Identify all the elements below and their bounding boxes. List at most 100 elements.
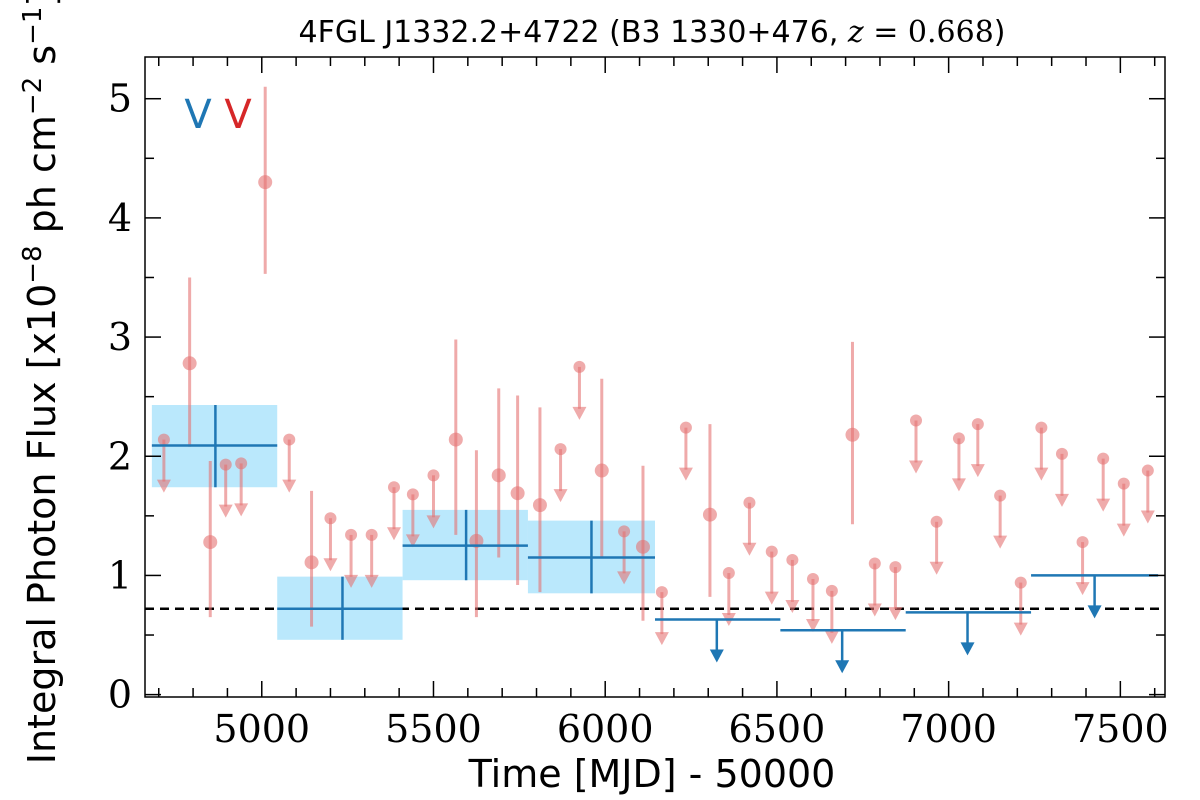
chart-title: 4FGL J1332.2+4722 (B3 1330+476, z = 0.66… xyxy=(298,15,1005,50)
x-tick-label-5500: 5500 xyxy=(385,707,482,751)
short-bin-ul-arrow-5 xyxy=(344,574,359,588)
short-bin-ul-arrow-34 xyxy=(1140,510,1155,524)
short-bin-ul-point-30 xyxy=(1055,447,1068,460)
short-bin-ul-arrow-30 xyxy=(1054,493,1069,507)
y-tick-label-2: 2 xyxy=(108,434,132,478)
short-bin-ul-point-19 xyxy=(806,573,819,586)
short-bin-ul-point-28 xyxy=(1014,576,1027,589)
short-bin-ul-point-18 xyxy=(786,553,799,566)
short-bin-ul-point-24 xyxy=(930,515,943,528)
short-bin-ul-arrow-27 xyxy=(993,535,1008,549)
y-axis-label: Integral Photon Flux [x10−8 ph cm−2 s−1] xyxy=(18,0,64,764)
long-bin-ul-arrow-1 xyxy=(835,660,850,674)
short-bin-ul-point-10 xyxy=(554,443,567,456)
short-bin-ul-point-31 xyxy=(1076,536,1089,549)
short-bin-ul-point-13 xyxy=(655,586,668,599)
short-bin-ul-arrow-28 xyxy=(1013,622,1028,636)
axes: 5000 5500 6000 6500 7000 7500 0 1 2 3 4 5 xyxy=(108,56,1169,751)
short-bin-ul-arrow-33 xyxy=(1116,523,1131,537)
short-bin-ul-arrow-29 xyxy=(1034,467,1049,481)
short-bin-ul-arrow-26 xyxy=(970,464,985,478)
short-bin-ul-point-7 xyxy=(387,481,400,494)
short-bin-ul-point-3 xyxy=(283,433,296,446)
long-bin-ul-arrow-3 xyxy=(1087,605,1102,619)
short-bin-ul-point-15 xyxy=(722,567,735,580)
short-bin-ul-point-4 xyxy=(324,512,337,525)
short-bin-ul-point-25 xyxy=(952,432,965,445)
long-bin-ul-arrow-0 xyxy=(709,649,724,663)
short-bin-ul-point-32 xyxy=(1097,452,1110,465)
short-bin-point-4 xyxy=(448,432,463,447)
x-tick-label-6000: 6000 xyxy=(557,707,654,751)
short-bin-ul-arrow-2 xyxy=(234,503,249,517)
short-bin-ul-point-16 xyxy=(743,496,756,509)
short-bin-ul-arrow-31 xyxy=(1075,582,1090,596)
y-tick-label-4: 4 xyxy=(108,196,132,240)
y-tick-label-5: 5 xyxy=(108,77,132,121)
short-bin-point-0 xyxy=(182,356,197,371)
short-bin-ul-arrow-8 xyxy=(405,534,420,548)
short-bin-point-7 xyxy=(510,486,525,501)
short-bin-ul-point-1 xyxy=(219,458,232,471)
short-bin-ul-arrow-12 xyxy=(617,571,632,585)
short-bin-point-6 xyxy=(491,468,506,483)
short-bin-ul-arrow-13 xyxy=(654,632,669,646)
short-bin-ul-arrow-7 xyxy=(386,527,401,541)
short-bin-point-10 xyxy=(635,539,650,554)
y-tick-label-0: 0 xyxy=(108,673,132,717)
short-bin-ul-point-26 xyxy=(971,418,984,431)
x-axis-label: Time [MJD] - 50000 xyxy=(468,752,836,796)
short-bin-ul-arrow-6 xyxy=(364,574,379,588)
short-bin-ul-arrow-14 xyxy=(678,467,693,481)
short-bin-point-11 xyxy=(702,507,717,522)
short-bin-ul-point-0 xyxy=(157,433,170,446)
x-tick-label-6500: 6500 xyxy=(729,707,826,751)
short-bin-ul-arrow-21 xyxy=(867,603,882,617)
short-bin-point-12 xyxy=(845,427,860,442)
short-bin-ul-arrow-22 xyxy=(888,607,903,621)
short-bin-ul-arrow-10 xyxy=(553,489,568,503)
short-bin-ul-point-34 xyxy=(1141,464,1154,477)
short-bin-ul-arrow-32 xyxy=(1096,498,1111,512)
short-bin-ul-point-11 xyxy=(573,360,586,373)
short-bin-point-5 xyxy=(469,533,484,548)
short-bin-ul-arrow-3 xyxy=(282,479,297,493)
short-bin-point-3 xyxy=(304,555,319,570)
short-bin-ul-point-2 xyxy=(235,457,248,470)
short-bin-ul-point-29 xyxy=(1035,421,1048,434)
short-bin-ul-point-8 xyxy=(406,488,419,501)
legend-entry-red: V xyxy=(224,92,252,138)
x-tick-label-7000: 7000 xyxy=(900,707,997,751)
short-bin-point-1 xyxy=(203,535,218,550)
short-bin-point-8 xyxy=(532,498,547,513)
short-bin-ul-point-20 xyxy=(825,584,838,597)
short-bin-point-2 xyxy=(258,175,273,190)
short-bin-ul-point-9 xyxy=(427,469,440,482)
short-bin-ul-arrow-18 xyxy=(785,599,800,613)
short-bin-ul-arrow-19 xyxy=(805,619,820,633)
short-bin-ul-point-12 xyxy=(618,525,631,538)
short-bin-ul-arrow-9 xyxy=(426,515,441,529)
y-tick-label-3: 3 xyxy=(108,315,132,359)
short-bin-ul-arrow-20 xyxy=(824,630,839,644)
short-bin-ul-point-17 xyxy=(765,545,778,558)
plot-area xyxy=(145,86,1165,674)
short-bin-ul-point-14 xyxy=(679,421,692,434)
long-bin-ul-arrow-2 xyxy=(960,642,975,656)
x-tick-label-5000: 5000 xyxy=(213,707,310,751)
short-bin-ul-arrow-23 xyxy=(909,460,924,474)
short-bin-ul-arrow-25 xyxy=(951,478,966,492)
short-bin-ul-point-22 xyxy=(889,561,902,574)
short-bin-ul-point-33 xyxy=(1117,477,1130,490)
short-bin-ul-point-21 xyxy=(868,557,881,570)
short-bin-ul-point-27 xyxy=(994,489,1007,502)
short-bin-point-9 xyxy=(594,463,609,478)
short-bin-ul-arrow-16 xyxy=(742,542,757,556)
short-bin-ul-point-6 xyxy=(365,528,378,541)
legend-entry-blue: V xyxy=(184,92,212,138)
y-tick-label-1: 1 xyxy=(108,553,132,597)
short-bin-ul-arrow-1 xyxy=(218,504,233,518)
short-bin-ul-arrow-24 xyxy=(929,561,944,575)
short-bin-ul-arrow-17 xyxy=(764,591,779,605)
